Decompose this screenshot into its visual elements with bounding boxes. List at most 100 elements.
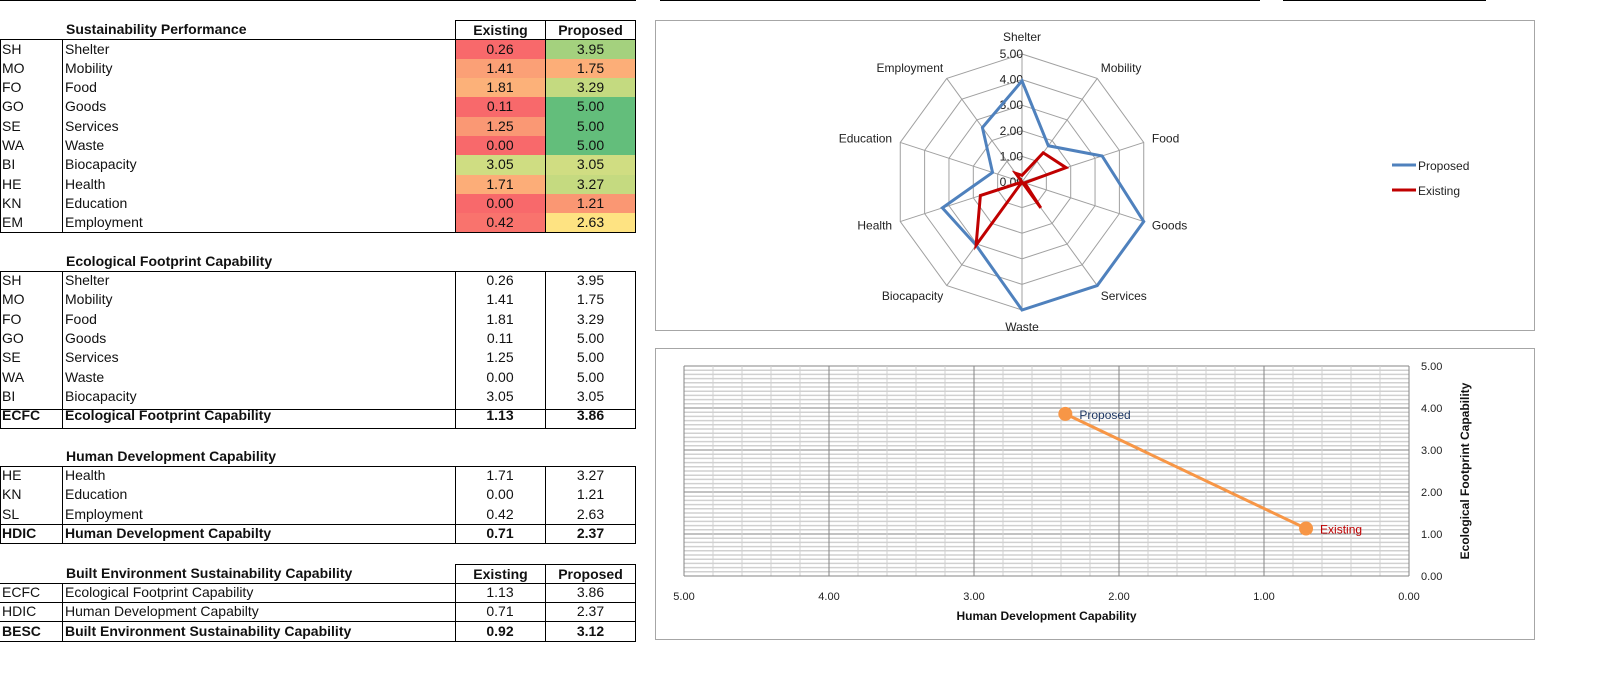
row-label[interactable]: Goods [65, 329, 107, 346]
row-code[interactable]: FO [2, 79, 22, 96]
proposed-value[interactable]: 5.00 [576, 329, 605, 346]
row-label[interactable]: Waste [65, 137, 105, 153]
proposed-value[interactable]: 3.29 [576, 310, 605, 327]
row-label[interactable]: Ecological Footprint Capability [65, 584, 254, 600]
row-code[interactable]: MO [2, 59, 25, 76]
proposed-value[interactable]: 3.05 [576, 387, 605, 404]
row-label[interactable]: Goods [65, 98, 107, 115]
existing-value[interactable]: 3.05 [455, 155, 545, 175]
column-header-existing[interactable]: Existing [455, 20, 546, 40]
row-label[interactable]: Ecological Footprint Capability [65, 407, 272, 424]
radar-chart[interactable]: Shelter Mobility Food Goods Services Waste Bio… [655, 20, 1535, 334]
proposed-value[interactable]: 3.27 [545, 174, 636, 194]
row-code[interactable]: HDIC [2, 524, 37, 541]
existing-value[interactable]: 1.13 [486, 407, 514, 424]
existing-value[interactable]: 1.41 [486, 291, 514, 308]
proposed-value[interactable]: 1.21 [545, 193, 636, 214]
proposed-value[interactable]: 3.12 [576, 622, 605, 639]
existing-value[interactable]: 1.81 [455, 78, 545, 98]
proposed-value[interactable]: 3.95 [576, 272, 605, 288]
existing-value[interactable]: 0.11 [486, 329, 514, 346]
row-label[interactable]: Food [65, 310, 97, 327]
proposed-value[interactable]: 5.00 [576, 349, 605, 366]
existing-value[interactable]: 1.81 [486, 310, 514, 327]
existing-value[interactable]: 1.41 [455, 58, 545, 79]
proposed-value[interactable]: 5.00 [576, 368, 605, 385]
row-label[interactable]: Education [65, 486, 128, 503]
proposed-value[interactable]: 2.37 [576, 524, 605, 541]
proposed-value[interactable]: 1.21 [576, 486, 605, 503]
row-code[interactable]: MO [2, 291, 25, 308]
row-label[interactable]: Mobility [65, 291, 113, 308]
proposed-value[interactable]: 3.86 [576, 407, 605, 424]
row-code[interactable]: ECFC [2, 584, 41, 600]
row-label[interactable]: Education [65, 194, 128, 211]
existing-value[interactable]: 0.26 [455, 39, 545, 59]
proposed-value[interactable]: 5.00 [545, 136, 636, 156]
row-label[interactable]: Waste [65, 368, 105, 385]
proposed-value[interactable]: 2.63 [545, 213, 636, 233]
row-label[interactable]: Health [65, 175, 106, 192]
row-code[interactable]: WA [2, 137, 25, 153]
existing-value[interactable]: 0.71 [486, 524, 514, 541]
row-label[interactable]: Biocapacity [65, 156, 137, 173]
row-code[interactable]: SH [2, 40, 22, 57]
proposed-value[interactable]: 3.05 [545, 155, 636, 175]
row-code[interactable]: ECFC [2, 407, 41, 424]
proposed-value[interactable]: 1.75 [576, 291, 605, 308]
row-code[interactable]: HE [2, 175, 22, 192]
proposed-value[interactable]: 3.95 [545, 39, 636, 59]
proposed-value[interactable]: 3.29 [545, 78, 636, 98]
row-label[interactable]: Health [65, 467, 106, 483]
existing-value[interactable]: 0.71 [486, 603, 514, 620]
proposed-value[interactable]: 1.75 [545, 58, 636, 79]
row-code[interactable]: SE [2, 117, 21, 134]
existing-value[interactable]: 0.00 [455, 193, 545, 214]
existing-value[interactable]: 0.42 [486, 505, 514, 522]
row-label[interactable]: Employment [65, 505, 143, 522]
row-label[interactable]: Built Environment Sustainability Capabil… [65, 622, 352, 639]
row-code[interactable]: KN [2, 194, 22, 211]
column-header-existing[interactable]: Existing [455, 564, 546, 584]
existing-value[interactable]: 1.13 [486, 584, 514, 600]
existing-value[interactable]: 0.00 [455, 136, 545, 156]
scatter-chart[interactable]: 5.00 4.00 3.00 2.00 1.00 0.00 0.00 1.00 2.00 3.00… [655, 348, 1535, 640]
row-label[interactable]: Biocapacity [65, 387, 137, 404]
existing-value[interactable]: 3.05 [486, 387, 514, 404]
existing-value[interactable]: 0.42 [455, 213, 545, 233]
existing-value[interactable]: 1.25 [455, 116, 545, 136]
row-label[interactable]: Services [65, 349, 119, 366]
row-label[interactable]: Human Development Capabilty [65, 524, 272, 541]
row-label[interactable]: Employment [65, 214, 143, 231]
row-code[interactable]: HE [2, 467, 22, 483]
row-code[interactable]: BI [2, 156, 16, 173]
proposed-value[interactable]: 3.86 [576, 584, 605, 600]
row-label[interactable]: Shelter [65, 272, 110, 288]
row-label[interactable]: Services [65, 117, 119, 134]
existing-value[interactable]: 0.26 [486, 272, 514, 288]
row-label[interactable]: Mobility [65, 59, 113, 76]
row-code[interactable]: SE [2, 349, 21, 366]
proposed-value[interactable]: 3.27 [576, 467, 605, 483]
row-code[interactable]: GO [2, 329, 24, 346]
row-code[interactable]: BESC [2, 622, 41, 639]
row-code[interactable]: GO [2, 98, 24, 115]
row-code[interactable]: HDIC [2, 603, 37, 620]
proposed-value[interactable]: 5.00 [545, 116, 636, 136]
proposed-value[interactable]: 2.37 [576, 603, 605, 620]
row-code[interactable]: KN [2, 486, 22, 503]
row-code[interactable]: FO [2, 310, 22, 327]
row-label[interactable]: Food [65, 79, 97, 96]
existing-value[interactable]: 0.00 [486, 486, 514, 503]
row-code[interactable]: SL [2, 505, 20, 522]
existing-value[interactable]: 1.71 [455, 174, 545, 194]
proposed-value[interactable]: 5.00 [545, 97, 636, 117]
row-code[interactable]: SH [2, 272, 22, 288]
row-label[interactable]: Shelter [65, 40, 110, 57]
column-header-proposed[interactable]: Proposed [545, 20, 636, 40]
existing-value[interactable]: 0.92 [486, 622, 514, 639]
row-label[interactable]: Human Development Capabilty [65, 603, 259, 620]
row-code[interactable]: WA [2, 368, 25, 385]
proposed-value[interactable]: 2.63 [576, 505, 605, 522]
existing-value[interactable]: 0.00 [486, 368, 514, 385]
